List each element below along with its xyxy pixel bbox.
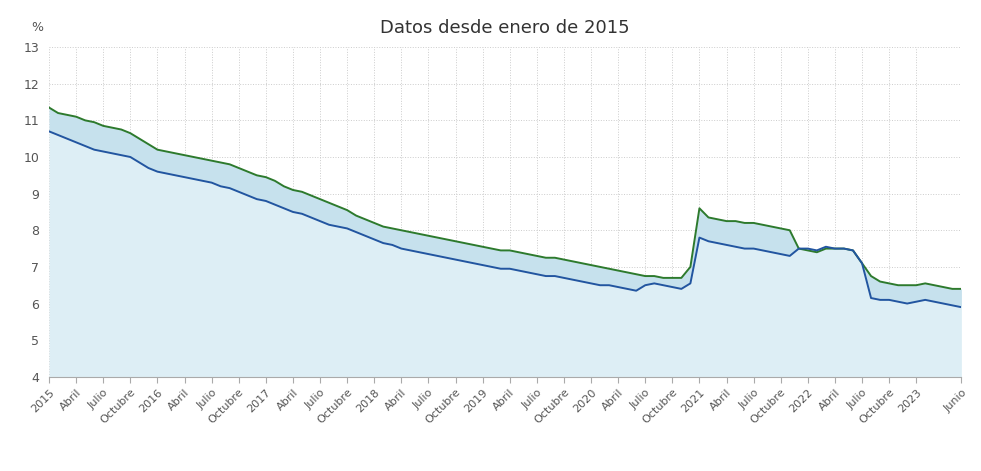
Title: Datos desde enero de 2015: Datos desde enero de 2015 <box>381 19 630 37</box>
Text: %: % <box>30 21 43 34</box>
